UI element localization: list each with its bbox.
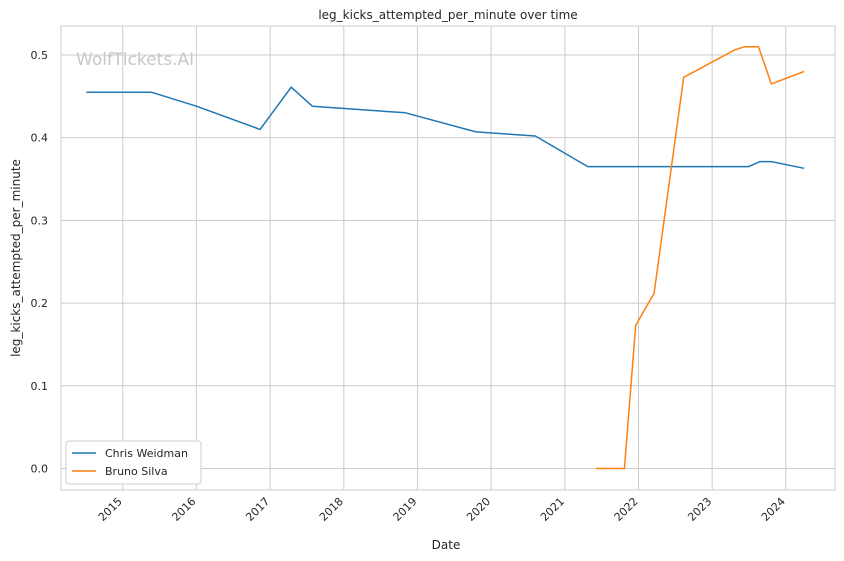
x-axis: 2015 2016 2017 2018 2019 2020 2021 2022 2023 2024 xyxy=(96,495,788,524)
x-tick-label: 2021 xyxy=(538,495,567,524)
legend-label-chris-weidman: Chris Weidman xyxy=(105,447,188,460)
y-axis-label: leg_kicks_attempted_per_minute xyxy=(9,159,23,357)
y-tick-label: 0.4 xyxy=(31,132,49,145)
series-group xyxy=(86,45,805,470)
y-tick-label: 0.5 xyxy=(31,49,49,62)
x-tick-label: 2020 xyxy=(464,495,493,524)
series-line-chris-weidman xyxy=(86,86,805,170)
x-axis-label: Date xyxy=(432,538,461,552)
legend-label-bruno-silva: Bruno Silva xyxy=(105,465,168,478)
x-tick-label: 2017 xyxy=(243,495,272,524)
legend-box xyxy=(65,440,202,485)
x-tick-label: 2015 xyxy=(96,495,125,524)
x-tick-label: 2018 xyxy=(317,495,346,524)
legend: Chris Weidman Bruno Silva xyxy=(65,440,202,485)
x-tick-label: 2019 xyxy=(391,495,420,524)
watermark: WolfTickets.AI xyxy=(76,50,194,70)
grid xyxy=(61,26,835,490)
x-tick-label: 2024 xyxy=(759,495,788,524)
y-tick-label: 0.2 xyxy=(31,297,49,310)
y-tick-label: 0.0 xyxy=(31,462,49,475)
x-tick-label: 2016 xyxy=(169,495,198,524)
y-axis: 0.0 0.1 0.2 0.3 0.4 0.5 xyxy=(31,49,49,476)
chart-title: leg_kicks_attempted_per_minute over time xyxy=(318,8,577,22)
x-tick-label: 2022 xyxy=(612,495,641,524)
y-tick-label: 0.3 xyxy=(31,214,49,227)
y-tick-label: 0.1 xyxy=(31,380,49,393)
x-tick-label: 2023 xyxy=(685,495,714,524)
plot-area xyxy=(60,25,836,491)
series-line-bruno-silva xyxy=(596,45,805,470)
